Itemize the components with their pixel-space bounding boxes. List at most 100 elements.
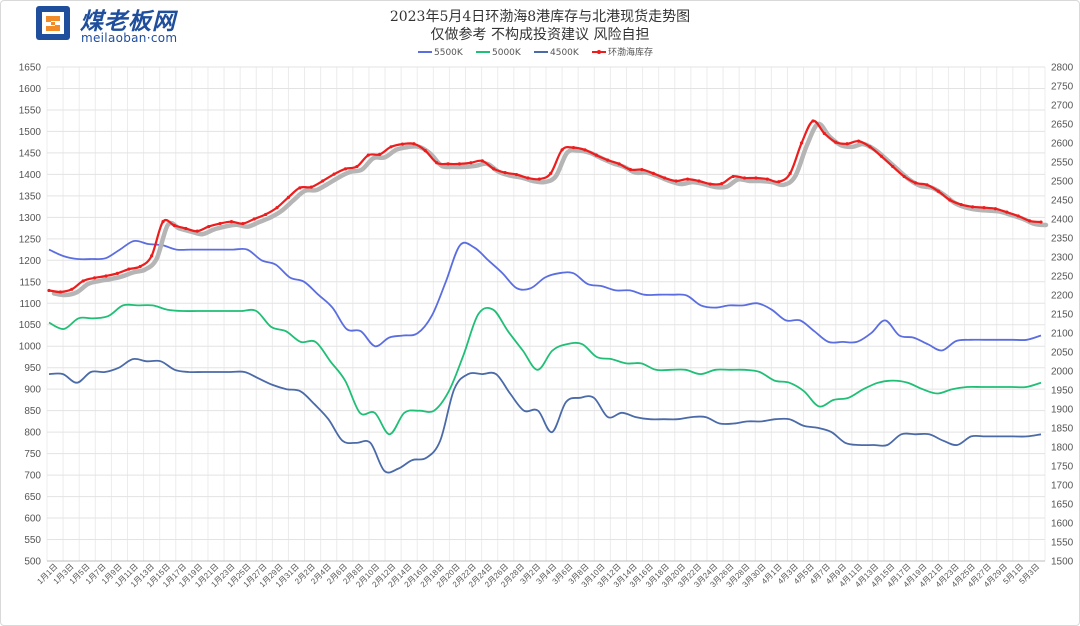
chart-grid [46,66,1046,562]
series-point [925,183,929,187]
series-point [161,220,165,224]
series-shadow [51,121,1049,298]
series-point [366,153,370,157]
y-right-tick-label: 2100 [1051,329,1074,340]
series-point [902,174,906,179]
series-point [617,162,621,166]
series-point [423,149,427,153]
y-left-tick-label: 1350 [19,191,42,202]
y-left-tick-label: 1450 [19,148,42,159]
y-right-tick-label: 2550 [1051,158,1074,169]
y-right-tick-label: 2450 [1051,196,1074,207]
series-point [81,279,85,283]
y-left-tick-label: 1050 [19,320,42,331]
y-right-tick-label: 2150 [1051,310,1074,321]
series-point [640,168,644,172]
series-point [332,172,336,176]
y-left-tick-label: 1600 [19,84,42,95]
series-point [275,206,279,210]
y-right-tick-label: 2250 [1051,272,1074,283]
y-left-tick-label: 1200 [19,256,42,267]
series-3 [47,119,1049,298]
series-point [207,225,211,229]
series-point [708,182,712,186]
series-point [93,276,97,280]
series-point [378,152,382,156]
y-axis-left: 500 550 600 650 700 750 800 850 900 950 1000 1050 11… [19,63,42,568]
series-1 [48,303,1042,436]
series-line [48,303,1042,436]
y-right-tick-label: 1500 [1051,557,1074,568]
y-right-tick-label: 2800 [1051,63,1074,74]
series-point [1039,220,1043,224]
series-point [286,195,291,199]
series-point [229,220,234,224]
series-point [628,168,633,172]
y-left-tick-label: 900 [24,385,41,396]
legend-item[interactable]: 5000K [476,48,522,58]
series-point [115,271,120,275]
legend-item[interactable]: 4500K [534,48,580,58]
y-left-tick-label: 1650 [19,63,42,74]
y-right-tick-label: 1900 [1051,405,1074,416]
series-point [549,171,553,175]
y-left-tick-label: 1400 [19,170,42,181]
series-point [195,229,199,233]
series-point [913,181,918,185]
series-point [127,267,131,271]
y-left-tick-label: 1150 [19,277,41,288]
y-left-tick-label: 500 [24,557,41,568]
series-point [754,176,758,180]
y-right-tick-label: 1950 [1051,386,1074,397]
series-point [822,131,826,136]
y-right-tick-label: 2050 [1051,348,1074,359]
series-point [514,172,519,177]
series-point [868,145,872,149]
series-point [1027,219,1032,223]
series-point [948,198,952,202]
y-right-tick-label: 1600 [1051,519,1074,530]
series-point [845,142,849,146]
y-left-tick-label: 850 [24,406,41,417]
chart-subtitle: 仅做参考 不构成投资建议 风险自担 [430,27,650,43]
series-point [58,290,63,294]
y-left-tick-label: 750 [24,449,41,460]
series-point [400,142,405,146]
y-right-tick-label: 2750 [1051,82,1074,93]
series-point [457,162,462,166]
series-point [298,186,302,190]
series-point [264,212,268,217]
series-point [834,140,838,144]
series-point [856,139,861,143]
series-point [685,177,690,181]
y-left-tick-label: 800 [24,428,41,439]
legend-label: 4500K [550,48,580,58]
series-point [252,217,256,221]
series-point [982,206,986,210]
legend-item[interactable]: 环渤海库存 [592,46,653,58]
series-point [321,179,325,183]
series-point [936,189,940,193]
series-point [959,202,963,207]
series-line [48,119,1042,294]
y-right-tick-label: 1850 [1051,424,1074,435]
series-point [879,154,883,158]
series-point [583,148,587,152]
series-0 [48,239,1042,352]
y-right-tick-label: 2600 [1051,139,1074,150]
series-point [218,221,222,226]
y-left-tick-label: 1550 [19,105,42,116]
series-point [663,176,667,180]
legend-item[interactable]: 5500K [418,48,464,58]
y-left-tick-label: 1100 [19,299,41,310]
series-point [594,153,598,157]
series-layer [47,119,1049,474]
y-left-tick-label: 600 [24,514,41,525]
series-point [799,141,804,145]
series-point [970,205,975,209]
chart-legend: 5500K 5000K 4500K 环渤海库存 [418,46,653,58]
series-point [993,207,997,211]
series-point [720,182,724,186]
y-left-tick-label: 950 [24,363,41,374]
